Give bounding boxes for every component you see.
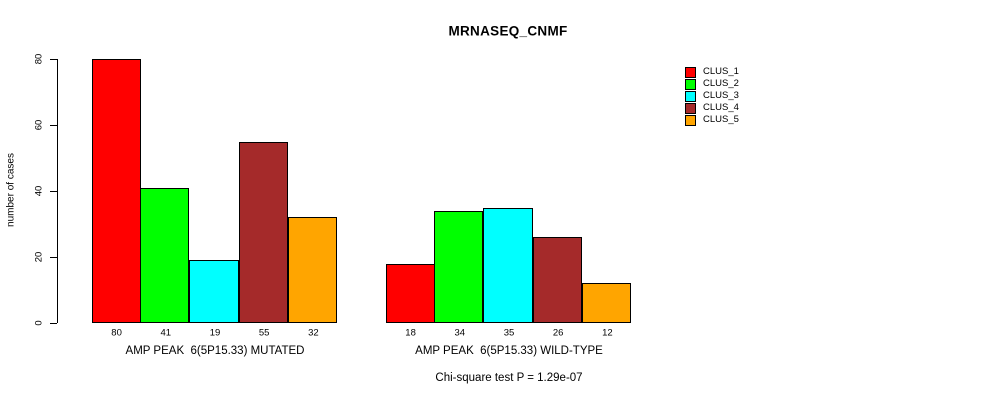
bar-clus_1 (92, 59, 142, 323)
y-tick-label: 40 (33, 185, 45, 197)
bar-value-label: 12 (602, 327, 613, 339)
legend: CLUS_1 CLUS_2 CLUS_3 CLUS_4 CLUS_5 (685, 66, 739, 126)
bar-value-label: 55 (258, 327, 270, 339)
legend-item: CLUS_3 (685, 90, 739, 102)
legend-item: CLUS_5 (685, 114, 739, 126)
legend-label: CLUS_3 (703, 90, 739, 101)
legend-swatch (685, 90, 696, 102)
bar-clus_5 (581, 283, 631, 323)
legend-label: CLUS_4 (703, 102, 739, 113)
y-tick-mark (50, 124, 57, 126)
bar-clus_1 (386, 263, 436, 323)
y-tick-label: 20 (33, 251, 45, 263)
legend-label: CLUS_5 (703, 114, 739, 125)
bar-clus_2 (434, 210, 484, 323)
bar-clus_3 (483, 207, 533, 323)
legend-swatch (685, 102, 696, 114)
bar-clus_5 (287, 217, 337, 323)
bar-value-label: 35 (503, 327, 515, 339)
bar-clus_2 (140, 187, 190, 323)
legend-item: CLUS_4 (685, 102, 739, 114)
bar-value-label: 34 (454, 327, 466, 339)
legend-label: CLUS_1 (703, 66, 739, 77)
group-label: AMP PEAK 6(5P15.33) WILD-TYPE (415, 345, 603, 357)
y-tick-mark (50, 256, 57, 258)
bar-value-label: 41 (160, 327, 172, 339)
bar-clus_4 (532, 237, 582, 323)
y-axis-line (57, 59, 58, 323)
legend-swatch (685, 78, 696, 90)
y-tick-label: 0 (33, 320, 45, 326)
bar-value-label: 19 (209, 327, 221, 339)
bar-value-label: 26 (552, 327, 564, 339)
y-tick-mark (50, 58, 57, 60)
legend-label: CLUS_2 (703, 78, 739, 89)
legend-swatch (685, 66, 696, 78)
bar-clus_3 (189, 260, 239, 323)
legend-item: CLUS_2 (685, 78, 739, 90)
y-tick-mark (50, 322, 57, 324)
bar-value-label: 80 (111, 327, 122, 339)
y-tick-label: 80 (33, 53, 45, 65)
bar-value-label: 32 (308, 327, 319, 339)
y-tick-mark (50, 190, 57, 192)
legend-item: CLUS_1 (685, 66, 739, 78)
legend-swatch (685, 114, 696, 126)
bar-clus_4 (238, 141, 288, 323)
y-tick-label: 60 (33, 119, 45, 131)
y-axis-title: number of cases (5, 153, 17, 227)
chart-title: MRNASEQ_CNMF (448, 23, 568, 39)
chi-square-note: Chi-square test P = 1.29e-07 (435, 372, 583, 384)
bar-value-label: 18 (405, 327, 416, 339)
group-label: AMP PEAK 6(5P15.33) MUTATED (125, 345, 305, 357)
